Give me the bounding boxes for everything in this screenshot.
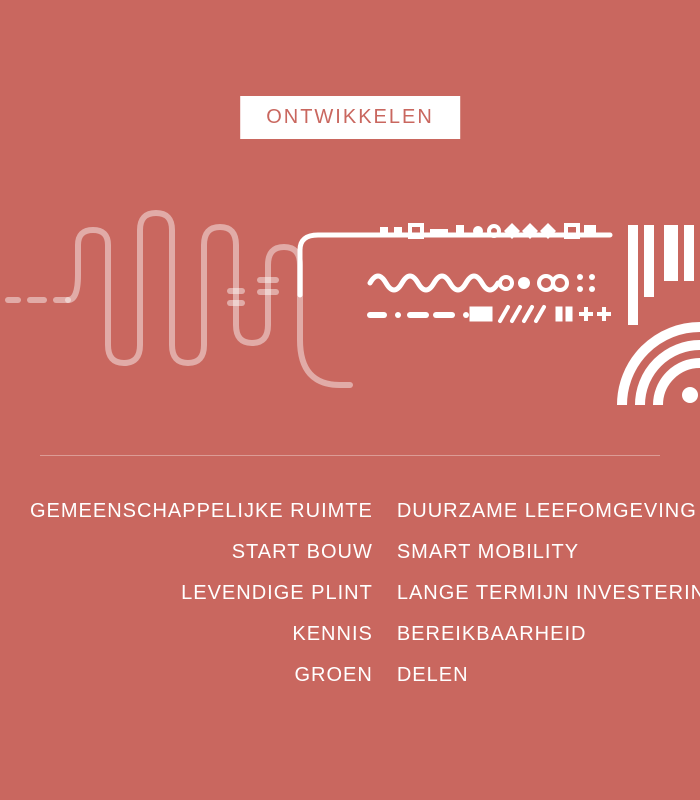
decorative-illustration (0, 195, 700, 425)
keyword-item: GEMEENSCHAPPELIJKE RUIMTE (30, 500, 373, 523)
keyword-item: KENNIS (30, 623, 373, 646)
keyword-item: BEREIKBAARHEID (397, 623, 700, 646)
keyword-column-left: GEMEENSCHAPPELIJKE RUIMTE START BOUW LEV… (30, 500, 373, 687)
keyword-item: SMART MOBILITY (397, 541, 700, 564)
section-divider (40, 455, 660, 456)
header-badge-label: ONTWIKKELEN (266, 106, 434, 128)
keyword-item: LEVENDIGE PLINT (30, 582, 373, 605)
keyword-item: DUURZAME LEEFOMGEVING (397, 500, 700, 523)
keyword-column-right: DUURZAME LEEFOMGEVING SMART MOBILITY LAN… (397, 500, 700, 687)
keyword-item: LANGE TERMIJN INVESTERING (397, 582, 700, 605)
header-badge: ONTWIKKELEN (240, 96, 460, 139)
keyword-item: DELEN (397, 664, 700, 687)
keyword-columns: GEMEENSCHAPPELIJKE RUIMTE START BOUW LEV… (0, 500, 700, 687)
keyword-item: GROEN (30, 664, 373, 687)
keyword-item: START BOUW (30, 541, 373, 564)
